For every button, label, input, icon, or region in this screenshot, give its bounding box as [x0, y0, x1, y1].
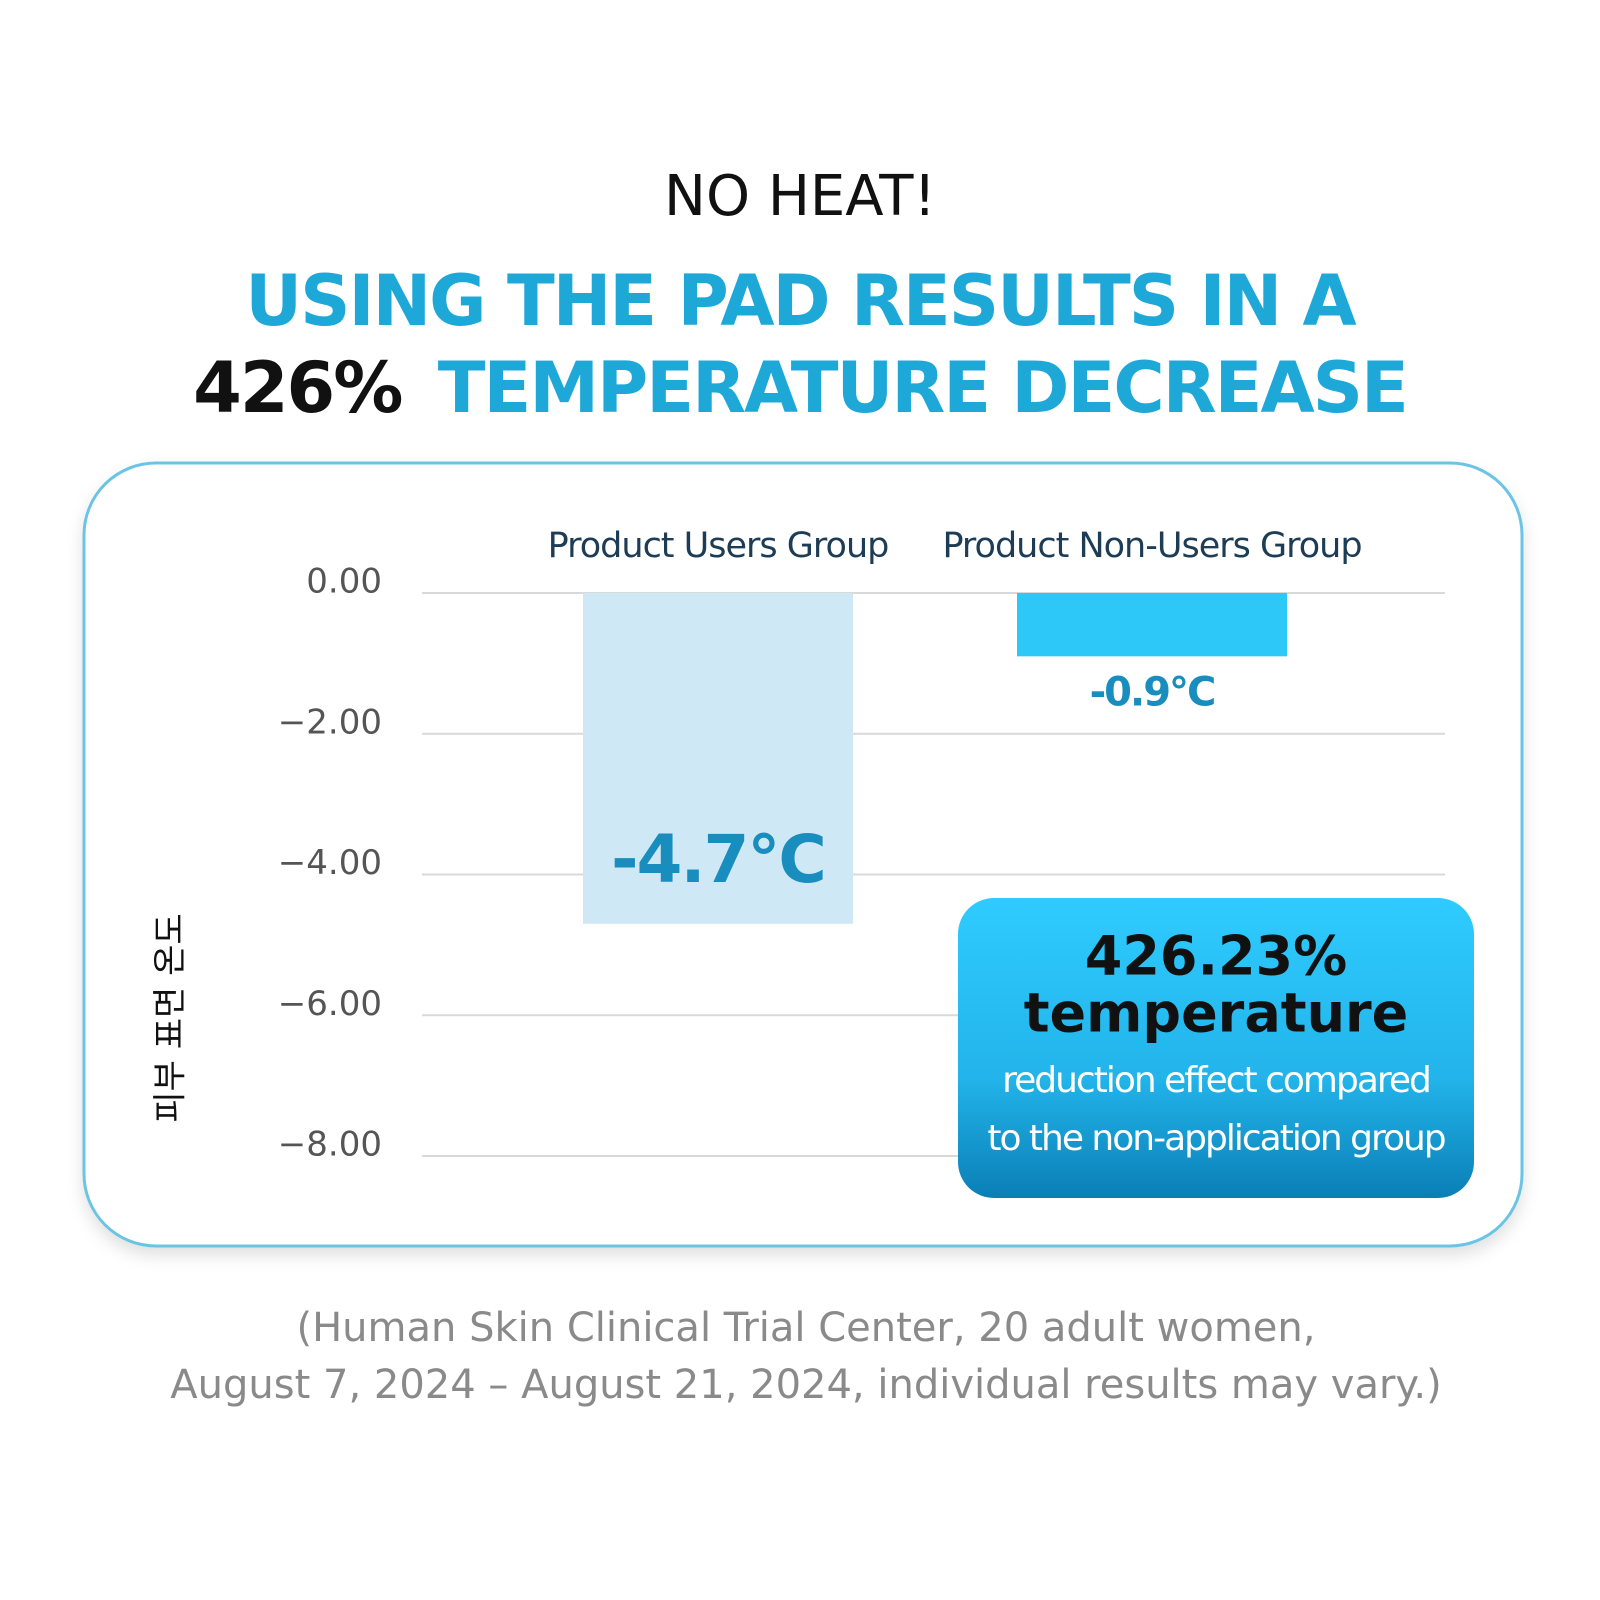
- footnote-line: August 7, 2024 – August 21, 2024, indivi…: [170, 1362, 1441, 1408]
- category-label: Product Non-Users Group: [942, 526, 1361, 566]
- bar: [1017, 593, 1287, 657]
- y-tick-label: −2.00: [278, 702, 382, 742]
- y-tick-label: −4.00: [278, 843, 382, 883]
- footnote-line: (Human Skin Clinical Trial Center, 20 ad…: [297, 1305, 1316, 1351]
- category-label: Product Users Group: [548, 526, 889, 566]
- y-tick-label: −6.00: [278, 984, 382, 1024]
- headline-figure: 426%: [193, 347, 401, 429]
- footnote: (Human Skin Clinical Trial Center, 20 ad…: [170, 1305, 1441, 1408]
- title: NO HEAT!: [664, 164, 936, 229]
- plot: 0.00 −2.00 −4.00 −6.00 −8.00 Product Users Gr…: [278, 526, 1445, 1165]
- callout-box: [958, 898, 1474, 1198]
- callout-text: reduction effect compared: [1002, 1060, 1430, 1101]
- value-label: -0.9°C: [1090, 669, 1215, 715]
- callout-text: to the non-application group: [987, 1118, 1444, 1159]
- y-tick-label: 0.00: [306, 562, 382, 602]
- headline-line-1: USING THE PAD RESULTS IN A: [245, 260, 1356, 342]
- callout-text: temperature: [1024, 982, 1409, 1045]
- value-label: -4.7°C: [611, 821, 825, 898]
- bar: [583, 593, 853, 924]
- y-tick-label: −8.00: [278, 1125, 382, 1165]
- y-axis-title: 피부 표면 온도: [151, 913, 191, 1122]
- headline-line-2: 426% TEMPERATURE DECREASE: [193, 347, 1407, 429]
- headline-rest: TEMPERATURE DECREASE: [438, 347, 1407, 429]
- callout-text: 426.23%: [1085, 925, 1348, 988]
